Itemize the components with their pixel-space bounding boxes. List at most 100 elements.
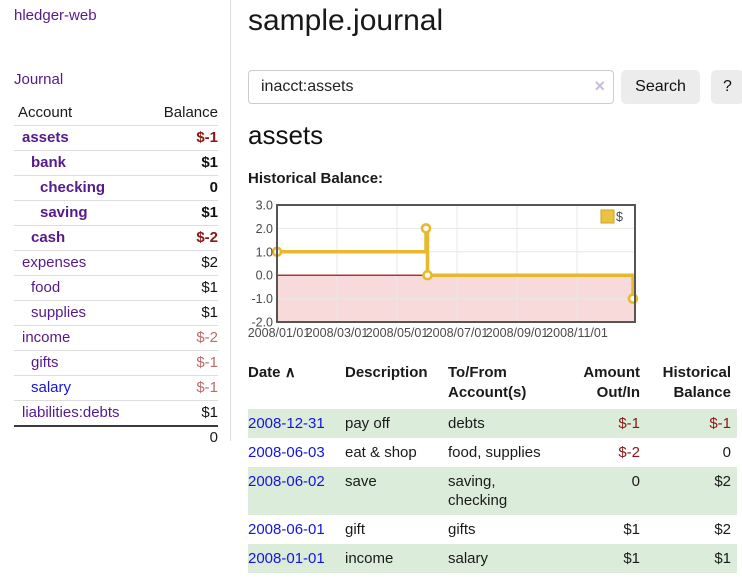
column-header-balance: Historical Balance bbox=[662, 364, 731, 401]
account-balance: $-2 bbox=[196, 229, 218, 246]
transaction-date-link[interactable]: 2008-06-03 bbox=[248, 444, 325, 461]
account-balance: $1 bbox=[201, 304, 218, 321]
transaction-balance: $-1 bbox=[709, 415, 731, 432]
account-link-food[interactable]: food bbox=[31, 279, 61, 296]
transaction-accounts: gifts bbox=[448, 521, 476, 538]
clear-search-icon[interactable]: × bbox=[594, 76, 605, 96]
account-balance: $2 bbox=[201, 254, 218, 271]
transaction-date-link[interactable]: 2008-06-02 bbox=[248, 473, 325, 490]
account-row: salary $-1 bbox=[14, 375, 218, 400]
account-row: liabilities:debts $1 bbox=[14, 400, 218, 425]
account-link-supplies[interactable]: supplies bbox=[31, 304, 87, 321]
transaction-amount: $1 bbox=[623, 521, 640, 538]
svg-text:2008/07/01: 2008/07/01 bbox=[426, 326, 489, 340]
transaction-date-link[interactable]: 2008-01-01 bbox=[248, 550, 325, 567]
account-row: gifts $-1 bbox=[14, 350, 218, 375]
column-header-description: Description bbox=[345, 364, 428, 381]
account-link-checking[interactable]: checking bbox=[40, 179, 106, 196]
column-header-date[interactable]: Date ∧ bbox=[248, 363, 345, 409]
svg-text:2008/09/01: 2008/09/01 bbox=[486, 326, 549, 340]
legend-label: $ bbox=[616, 210, 623, 224]
register-row: 2008-06-01 gift gifts $1 $2 bbox=[248, 515, 737, 544]
transaction-date-link[interactable]: 2008-12-31 bbox=[248, 415, 325, 432]
chart-y-axis-labels: 3.0 2.0 1.0 0.0 -1.0 -2.0 bbox=[251, 199, 273, 330]
transaction-accounts: saving, checking bbox=[448, 473, 508, 509]
account-row: expenses $2 bbox=[14, 250, 218, 275]
svg-text:2008/03/01: 2008/03/01 bbox=[306, 326, 369, 340]
sidebar: hledger-web Journal Account Balance asse… bbox=[0, 0, 231, 446]
account-row: assets $-1 bbox=[14, 125, 218, 150]
transaction-description: save bbox=[345, 473, 377, 490]
transaction-amount: $-1 bbox=[618, 415, 640, 432]
register-row: 2008-06-02 save saving, checking 0 $2 bbox=[248, 467, 737, 515]
account-row: income $-2 bbox=[14, 325, 218, 350]
transaction-amount: $-2 bbox=[618, 444, 640, 461]
register-header-row: Date ∧ Description To/From Account(s) Am… bbox=[248, 363, 737, 409]
app-title-link[interactable]: hledger-web bbox=[14, 7, 97, 24]
svg-text:1.0: 1.0 bbox=[256, 245, 273, 259]
account-balance: $1 bbox=[201, 404, 218, 421]
account-link-gifts[interactable]: gifts bbox=[31, 354, 59, 371]
accounts-table-header: Account Balance bbox=[14, 103, 218, 125]
account-link-saving[interactable]: saving bbox=[40, 204, 88, 221]
transaction-description: income bbox=[345, 550, 394, 567]
transaction-accounts: salary bbox=[448, 550, 489, 567]
column-header-amount: Amount Out/In bbox=[583, 364, 640, 401]
account-row: supplies $1 bbox=[14, 300, 218, 325]
search-button[interactable]: Search bbox=[621, 70, 700, 104]
column-header-tofrom: To/From Account(s) bbox=[448, 364, 527, 401]
chart-border bbox=[276, 204, 636, 323]
transaction-accounts: food, supplies bbox=[448, 444, 541, 461]
page-title: sample.journal bbox=[248, 4, 444, 37]
historical-balance-label: Historical Balance: bbox=[248, 170, 384, 187]
date-header-label: Date bbox=[248, 364, 281, 381]
account-link-assets[interactable]: assets bbox=[22, 129, 69, 146]
svg-text:2008/11/01: 2008/11/01 bbox=[546, 326, 608, 340]
help-button[interactable]: ? bbox=[711, 70, 742, 104]
account-row: cash $-2 bbox=[14, 225, 218, 250]
account-balance: $-2 bbox=[196, 329, 218, 346]
transaction-balance: 0 bbox=[722, 444, 731, 461]
svg-text:-1.0: -1.0 bbox=[251, 292, 273, 306]
main-content: sample.journal × Search ? assets Histori… bbox=[248, 0, 742, 582]
account-link-salary[interactable]: salary bbox=[31, 379, 72, 396]
sort-ascending-icon: ∧ bbox=[284, 364, 296, 381]
register-row: 2008-06-03 eat & shop food, supplies $-2… bbox=[248, 438, 737, 467]
account-balance: $1 bbox=[201, 154, 218, 171]
transaction-amount: 0 bbox=[631, 473, 640, 490]
account-heading: assets bbox=[248, 120, 324, 150]
account-row: saving $1 bbox=[14, 200, 218, 225]
transaction-date-link[interactable]: 2008-06-01 bbox=[248, 521, 325, 538]
accounts-total: 0 bbox=[14, 425, 218, 449]
account-link-expenses[interactable]: expenses bbox=[22, 254, 87, 271]
transaction-balance: $1 bbox=[714, 550, 731, 567]
transaction-description: eat & shop bbox=[345, 444, 417, 461]
svg-text:3.0: 3.0 bbox=[256, 199, 273, 213]
register-row: 2008-01-01 income salary $1 $1 bbox=[248, 544, 737, 573]
transaction-description: gift bbox=[345, 521, 366, 538]
account-link-liabilities-debts[interactable]: liabilities:debts bbox=[22, 404, 120, 421]
account-balance: 0 bbox=[209, 179, 218, 196]
svg-text:2.0: 2.0 bbox=[256, 222, 273, 236]
account-balance: $-1 bbox=[196, 354, 218, 371]
svg-text:2008/01/01: 2008/01/01 bbox=[248, 326, 311, 340]
chart-legend: $ bbox=[597, 207, 632, 226]
account-row: checking 0 bbox=[14, 175, 218, 200]
sidebar-item-journal[interactable]: Journal bbox=[14, 71, 64, 88]
accounts-header-balance: Balance bbox=[163, 104, 218, 121]
chart-x-axis-labels: 2008/01/01 2008/03/01 2008/05/01 2008/07… bbox=[248, 326, 608, 340]
register-row: 2008-12-31 pay off debts $-1 $-1 bbox=[248, 409, 737, 438]
register-table: Date ∧ Description To/From Account(s) Am… bbox=[248, 363, 737, 573]
accounts-table: Account Balance assets $-1 bank $1 check… bbox=[14, 103, 218, 449]
account-link-income[interactable]: income bbox=[22, 329, 71, 346]
transaction-balance: $2 bbox=[714, 521, 731, 538]
transaction-description: pay off bbox=[345, 415, 390, 432]
account-link-cash[interactable]: cash bbox=[31, 229, 66, 246]
legend-swatch bbox=[600, 209, 615, 224]
account-row: food $1 bbox=[14, 275, 218, 300]
svg-text:0.0: 0.0 bbox=[256, 269, 273, 283]
account-balance: $-1 bbox=[196, 379, 218, 396]
search-input[interactable] bbox=[248, 70, 614, 104]
account-row: bank $1 bbox=[14, 150, 218, 175]
account-link-bank[interactable]: bank bbox=[31, 154, 67, 171]
